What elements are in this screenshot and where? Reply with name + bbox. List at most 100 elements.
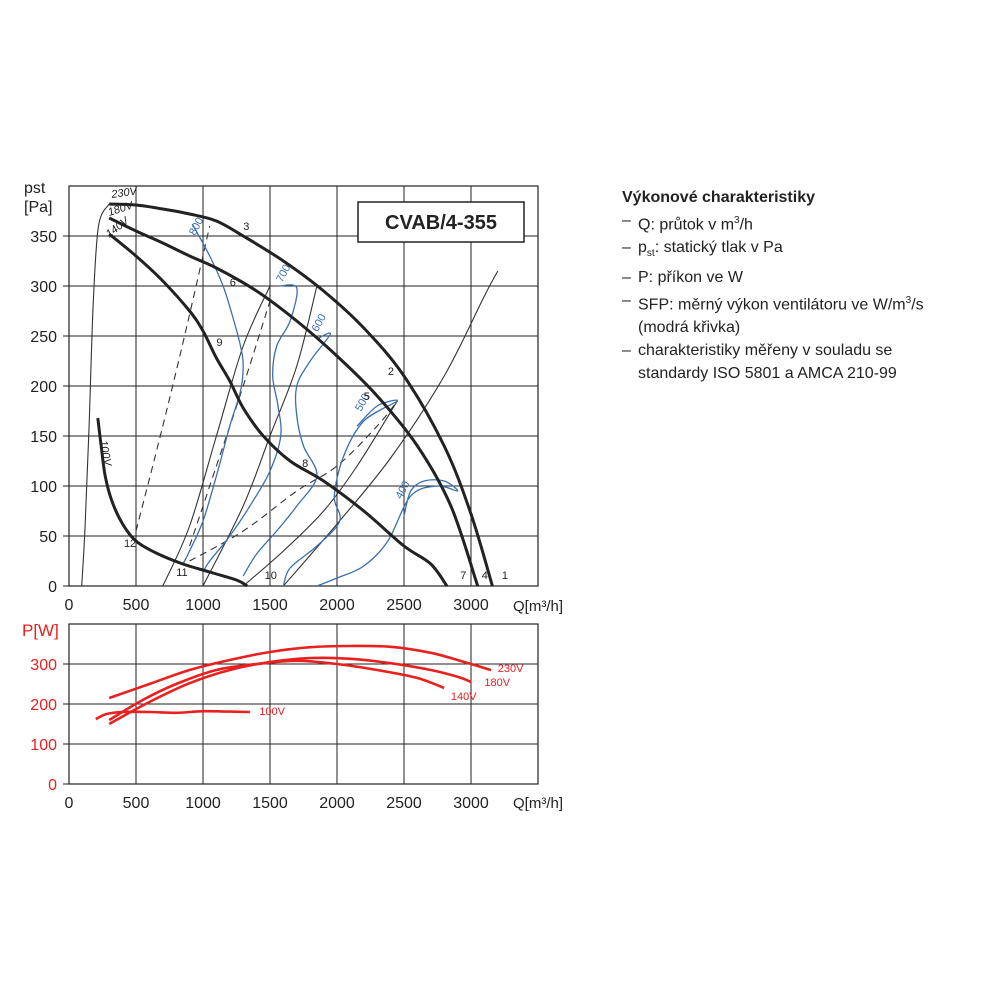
chart-title-box: [357, 201, 525, 243]
power-curves: [95, 644, 492, 726]
y-tick-label: 200: [30, 379, 57, 396]
power-x-tick-label: 1500: [252, 795, 288, 812]
chart-title: CVAB/4-355: [385, 212, 497, 234]
operating-point-label: 5: [364, 391, 370, 403]
system-curve-6: [189, 300, 271, 547]
power-curve-180V: [108, 656, 472, 726]
x-tick-label: 1500: [252, 597, 288, 614]
system-curve-1: [282, 270, 499, 587]
legend-item: – pst: statický tlak v Pa: [622, 236, 982, 265]
legend-item: – P: příkon ve W: [622, 266, 982, 289]
system-curve-4: [162, 285, 271, 587]
x-tick-label: 500: [123, 597, 150, 614]
power-x-tick-label: 3000: [453, 795, 489, 812]
operating-point-label: 8: [302, 458, 308, 470]
legend-item-sub: st: [646, 248, 655, 260]
legend-box: Výkonové charakteristiky – Q: průtok v m3…: [622, 186, 982, 385]
power-x-tick-label: 0: [65, 795, 74, 812]
legend-item: – charakteristiky měřeny v souladu se: [622, 339, 982, 362]
legend-item-post: : statický tlak v Pa: [654, 239, 783, 257]
legend-dash: –: [622, 212, 631, 229]
system-curve-8: [81, 203, 110, 587]
legend-item-sup: 3: [905, 294, 912, 306]
operating-point-label: 12: [124, 538, 136, 550]
power-curve-230V: [108, 644, 492, 700]
y-tick-label: 300: [30, 279, 57, 296]
system-curve-2: [242, 400, 398, 587]
power-y-tick-label: 200: [30, 697, 57, 714]
sfp-curve-label: 600: [310, 312, 329, 334]
fan-curve-label: 180V: [106, 199, 136, 219]
legend-item-pre: Q: průtok v m: [638, 216, 735, 234]
operating-point-label: 6: [230, 277, 236, 289]
fan-curve-label: 100V: [97, 439, 114, 468]
legend-items: – Q: průtok v m3/h – pst: statický tlak v P…: [622, 209, 982, 385]
y-tick-label: 150: [30, 429, 57, 446]
y-tick-label: 0: [48, 579, 57, 596]
power-y-tick-label: 0: [48, 777, 57, 794]
y-tick-label: 50: [39, 529, 57, 546]
legend-item-post: /s: [911, 295, 924, 313]
y-axis-label-top: pst: [24, 180, 46, 197]
legend-item-text: SFP: měrný výkon ventilátoru ve W/m3/s: [638, 289, 982, 316]
operating-point-label: 11: [176, 567, 187, 579]
power-curve-label: 230V: [498, 663, 524, 675]
legend-item-post: /h: [739, 216, 753, 234]
power-labels: 230V 180V 140V 100V: [259, 663, 524, 718]
power-x-tick-label: 2000: [319, 795, 355, 812]
sfp-curve-500: [282, 399, 398, 587]
fan-curve-100V: [96, 417, 248, 588]
legend-dash: –: [622, 291, 631, 309]
power-y-axis-label: P[W]: [22, 621, 59, 640]
power-y-tick-label: 100: [30, 737, 57, 754]
legend-item-pre: p: [638, 239, 647, 257]
power-curve-100V: [95, 709, 250, 721]
operating-point-label: 2: [388, 366, 394, 378]
operating-point-label: 4: [482, 570, 488, 582]
legend-item: – SFP: měrný výkon ventilátoru ve W/m3/s: [622, 289, 982, 316]
operating-point-label: 7: [460, 570, 466, 582]
sfp-curve-800: [182, 223, 244, 565]
legend-title: Výkonové charakteristiky: [622, 189, 815, 206]
legend-item-text: Q: průtok v m3/h: [638, 209, 982, 236]
legend-item-sup: 3: [734, 215, 740, 226]
x-tick-label: 3000: [453, 597, 489, 614]
x-axis-label: Q[m³/h]: [513, 598, 563, 615]
y-axis-label-bottom: [Pa]: [24, 199, 52, 216]
fan-curve-180V: [108, 216, 480, 587]
sfp-curve-400: [316, 479, 459, 587]
legend-item-continuation: (modrá křivka): [638, 318, 741, 336]
operating-point-label: 3: [243, 221, 249, 233]
power-x-tick-label: 500: [123, 795, 150, 812]
legend-item-continuation: standardy ISO 5801 a AMCA 210-99: [638, 364, 897, 382]
sfp-curve-700: [202, 284, 298, 573]
operating-point-label: 10: [265, 570, 277, 582]
legend-item: – Q: průtok v m3/h: [622, 209, 982, 236]
power-curve-label: 140V: [451, 691, 477, 703]
x-tick-label: 0: [65, 597, 74, 614]
operating-point-label: 1: [502, 570, 508, 582]
fan-curve-140V: [108, 232, 449, 587]
operating-point-label: 9: [216, 337, 222, 349]
power-curve-label: 180V: [484, 677, 510, 689]
legend-item-text: pst: statický tlak v Pa: [638, 236, 982, 265]
legend-dash: –: [622, 268, 631, 286]
system-curve-7: [135, 225, 211, 532]
x-tick-label: 1000: [185, 597, 221, 614]
power-x-tick-label: 1000: [185, 795, 221, 812]
legend-item-text: charakteristiky měřeny v souladu se: [638, 339, 982, 362]
power-chart: 0 500 1000 1500 2000 2500 3000 0 100 200 300 230V 1…: [22, 621, 563, 812]
sfp-curve-600: [242, 332, 331, 577]
legend-item-pre: P: příkon ve W: [638, 268, 743, 286]
power-curve-140V: [108, 659, 445, 722]
power-x-axis-label: Q[m³/h]: [513, 795, 563, 812]
power-x-tick-label: 2500: [386, 795, 422, 812]
legend-item-text: P: příkon ve W: [638, 266, 982, 289]
x-tick-label: 2000: [319, 597, 355, 614]
system-curve-3: [202, 285, 318, 587]
power-curve-label: 100V: [259, 706, 285, 718]
pressure-chart: 0 500 1000 1500 2000 2500 3000 0 50 100 150 200 250 3…: [24, 180, 563, 615]
